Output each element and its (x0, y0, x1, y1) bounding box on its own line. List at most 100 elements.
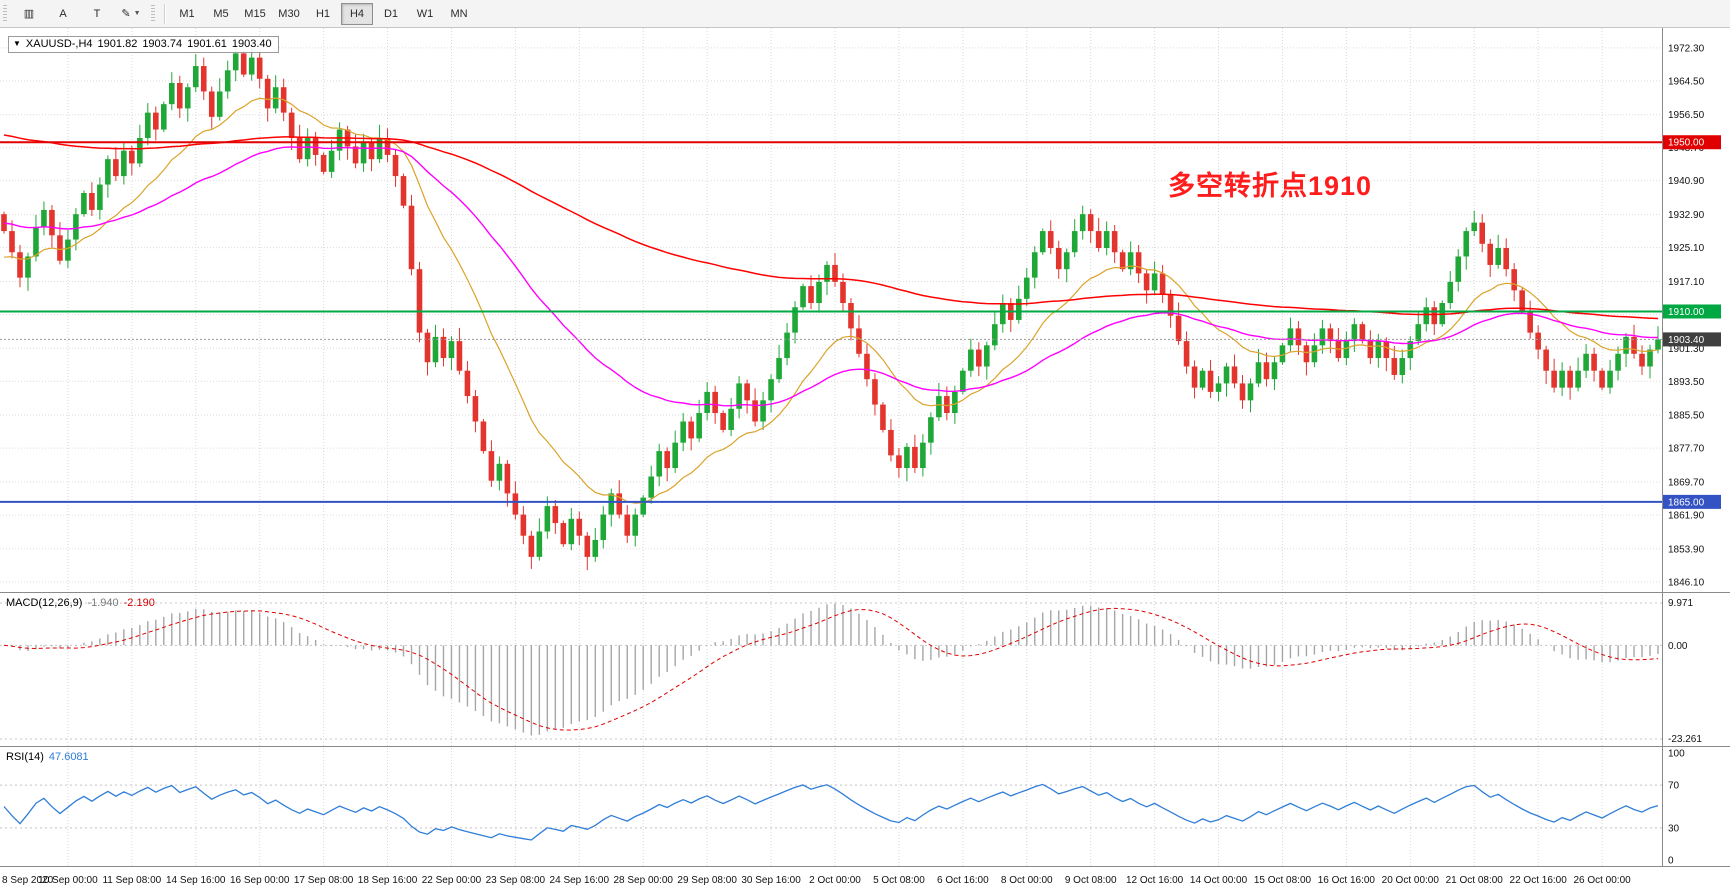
price-axis-label: 1877.70 (1668, 444, 1705, 455)
macd-signal-value: -2.190 (123, 597, 155, 609)
price-badge-label: 1903.40 (1668, 335, 1705, 346)
price-axis-label: 1853.90 (1668, 544, 1705, 555)
macd-axis-label: 9.971 (1668, 598, 1693, 609)
time-axis-label: 29 Sep 08:00 (677, 875, 737, 886)
time-axis-label: 22 Sep 00:00 (422, 875, 482, 886)
time-axis-label: 16 Sep 00:00 (230, 875, 290, 886)
candlestick-series (1, 46, 1661, 571)
timeframe-button-w1[interactable]: W1 (416, 7, 434, 20)
price-axis-label: 1932.90 (1668, 210, 1705, 221)
price-badge-1910.00 (1663, 304, 1721, 319)
macd-signal-line (3, 607, 1659, 731)
template-dropdown[interactable]: ✎ ▼ (121, 8, 141, 20)
timeframe-button-mn[interactable]: MN (450, 7, 468, 20)
time-axis-label: 20 Oct 00:00 (1382, 875, 1440, 886)
rsi-axis-label: 30 (1668, 823, 1680, 834)
macd-indicator-name: MACD(12,26,9) (6, 597, 83, 609)
price-axis-label: 1956.50 (1668, 110, 1705, 121)
timeframe-button-m15[interactable]: M15 (244, 7, 266, 20)
time-axis-label: 5 Oct 08:00 (873, 875, 925, 886)
macd-header: MACD(12,26,9) -1.940 -2.190 (6, 597, 155, 609)
time-axis-label: 14 Oct 00:00 (1190, 875, 1248, 886)
toolbar: ▥ A T ✎ ▼ M1 M5 M15 M30 H1 H4 D1 W1 MN (0, 0, 1730, 28)
rsi-axis-label: 100 (1668, 749, 1685, 760)
annotation-text: 多空转折点1910 (1168, 171, 1373, 201)
rsi-axis-label: 0 (1668, 856, 1674, 867)
ohlc-close: 1903.40 (231, 38, 272, 50)
time-axis-label: 12 Oct 16:00 (1126, 875, 1184, 886)
price-badge-1950.00 (1663, 135, 1721, 150)
macd-main-value: -1.940 (87, 597, 119, 609)
time-axis-label: 14 Sep 16:00 (166, 875, 226, 886)
ohlc-low: 1901.61 (187, 38, 227, 50)
price-axis-label: 1861.90 (1668, 510, 1705, 521)
price-badge-label: 1910.00 (1668, 307, 1705, 318)
toolbar-drag-handle[interactable] (151, 4, 155, 23)
collapse-triangle-icon[interactable]: ▼ (13, 39, 21, 48)
horizontal-level-lines (0, 141, 1662, 503)
time-axis-label: 22 Oct 16:00 (1510, 875, 1568, 886)
ohlc-open: 1901.82 (97, 38, 138, 50)
price-axis-label: 1972.30 (1668, 43, 1705, 54)
toolbar-drag-handle[interactable] (3, 4, 7, 23)
time-axis-label: 26 Oct 00:00 (1573, 875, 1631, 886)
price-axis-label: 1869.70 (1668, 477, 1705, 488)
time-axis-label: 24 Sep 16:00 (550, 875, 610, 886)
rsi-indicator-name: RSI(14) (6, 751, 44, 763)
charts-grid-icon[interactable]: ▥ (23, 8, 35, 20)
text-tool[interactable]: T (93, 7, 101, 20)
rsi-header: RSI(14) 47.6081 (6, 751, 89, 763)
gridlines (0, 28, 1662, 866)
symbol-ohlc-header[interactable]: ▼ XAUUSD-,H4 1901.82 1903.74 1901.61 1903.40 (8, 36, 279, 53)
time-axis-label: 15 Oct 08:00 (1254, 875, 1312, 886)
timeframe-button-m30[interactable]: M30 (278, 7, 300, 20)
dropdown-caret-icon: ▼ (133, 10, 141, 17)
axis-area[interactable]: 1972.301964.501956.501948.701940.901932.… (0, 28, 1730, 894)
time-axis-label: 28 Sep 00:00 (613, 875, 673, 886)
price-badge-label: 1865.00 (1668, 497, 1705, 508)
rsi-value: 47.6081 (48, 751, 89, 763)
price-badge-1903.40 (1663, 332, 1721, 347)
price-axis-label: 1901.30 (1668, 344, 1705, 355)
timeframe-button-m5[interactable]: M5 (213, 7, 229, 20)
time-axis-label: 10 Sep 00:00 (38, 875, 98, 886)
rsi-axis-label: 70 (1668, 781, 1680, 792)
timeframe-button-h1[interactable]: H1 (315, 7, 331, 20)
timeframe-button-d1[interactable]: D1 (383, 7, 399, 20)
price-axis-label: 1885.50 (1668, 411, 1705, 422)
time-axis-label: 2 Oct 00:00 (809, 875, 861, 886)
price-axis-label: 1940.90 (1668, 176, 1705, 187)
price-badge-label: 1950.00 (1668, 138, 1705, 149)
ohlc-high: 1903.74 (142, 38, 183, 50)
macd-series (3, 603, 1659, 736)
price-axis-label: 1917.10 (1668, 277, 1705, 288)
price-axis-label: 1893.50 (1668, 377, 1705, 388)
ma-fast-orange (3, 97, 1659, 504)
time-axis-label: 17 Sep 08:00 (294, 875, 354, 886)
cursor-a-tool[interactable]: A (59, 7, 67, 20)
time-axis-label: 30 Sep 16:00 (741, 875, 801, 886)
time-axis-label: 8 Oct 00:00 (1001, 875, 1053, 886)
price-axis-label: 1925.10 (1668, 243, 1705, 254)
symbol-period-label: XAUUSD-,H4 (25, 38, 93, 50)
ma-mid-magenta (3, 146, 1659, 407)
timeframe-button-m1[interactable]: M1 (179, 7, 195, 20)
time-axis-label: 8 Sep 2020 (2, 875, 54, 886)
timeframe-button-h4[interactable]: H4 (341, 2, 373, 25)
time-axis-label: 21 Oct 08:00 (1446, 875, 1504, 886)
time-axis-label: 16 Oct 16:00 (1318, 875, 1376, 886)
rsi-series (3, 783, 1659, 841)
time-axis-label: 18 Sep 16:00 (358, 875, 418, 886)
time-axis-label: 9 Oct 08:00 (1065, 875, 1117, 886)
time-axis-label: 23 Sep 08:00 (486, 875, 546, 886)
time-axis-label: 11 Sep 08:00 (102, 875, 161, 886)
price-axis-label: 1964.50 (1668, 76, 1705, 87)
rsi-line (3, 783, 1659, 841)
toolbar-separator (164, 3, 166, 24)
macd-axis-label: 0.00 (1668, 641, 1688, 652)
price-badge-1865.00 (1663, 494, 1721, 509)
macd-axis-label: -23.261 (1668, 734, 1702, 745)
price-axis-label: 1846.10 (1668, 577, 1705, 588)
